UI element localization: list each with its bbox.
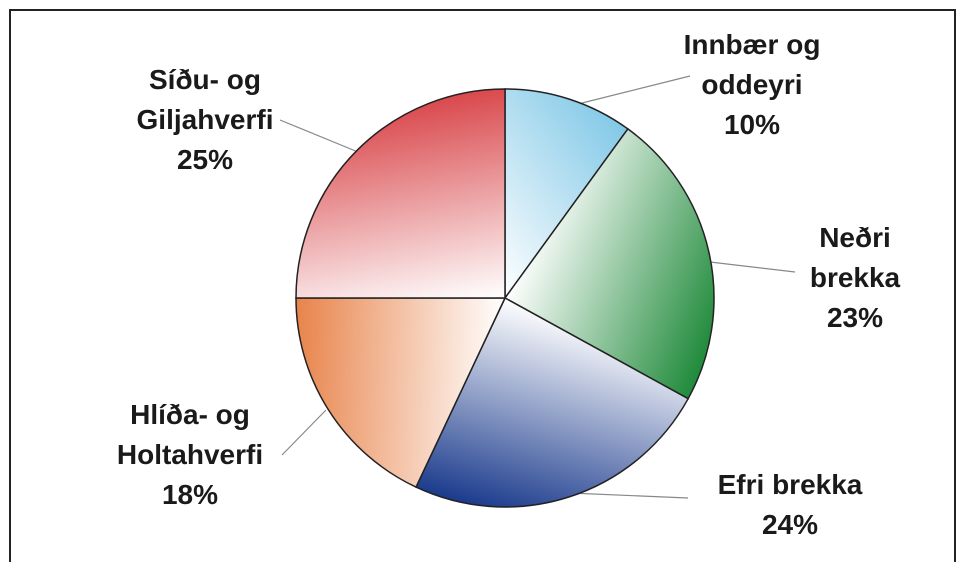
slice-label: Innbær og oddeyri 10% bbox=[667, 25, 837, 145]
leader-line bbox=[709, 261, 796, 273]
value-label: 24% bbox=[761, 509, 819, 540]
category-label: Innbær og oddeyri bbox=[683, 29, 821, 100]
leader-line bbox=[577, 75, 691, 105]
slice-label: Hlíða- og Holtahverfi 18% bbox=[95, 395, 285, 515]
value-label: 23% bbox=[826, 302, 884, 333]
slice-label: Neðri brekka 23% bbox=[795, 218, 915, 338]
leader-line bbox=[281, 409, 327, 456]
leader-lines bbox=[279, 75, 796, 499]
leader-line bbox=[569, 492, 689, 499]
slice-label: Efri brekka 24% bbox=[680, 465, 900, 545]
pie-slice bbox=[295, 297, 507, 489]
pie-slice bbox=[415, 296, 690, 508]
leader-line bbox=[279, 119, 359, 153]
pie-slice bbox=[503, 127, 715, 400]
category-label: Hlíða- og Holtahverfi bbox=[116, 399, 264, 470]
frame bbox=[9, 9, 956, 562]
category-label: Efri brekka bbox=[717, 469, 863, 500]
category-label: Síðu- og Giljahverfi bbox=[136, 64, 274, 135]
pie-slice bbox=[504, 88, 629, 301]
value-label: 10% bbox=[723, 109, 781, 140]
value-label: 25% bbox=[176, 144, 234, 175]
pie-slice bbox=[295, 88, 506, 299]
slice-label: Síðu- og Giljahverfi 25% bbox=[120, 60, 290, 180]
category-label: Neðri brekka bbox=[809, 222, 901, 293]
value-label: 18% bbox=[161, 479, 219, 510]
